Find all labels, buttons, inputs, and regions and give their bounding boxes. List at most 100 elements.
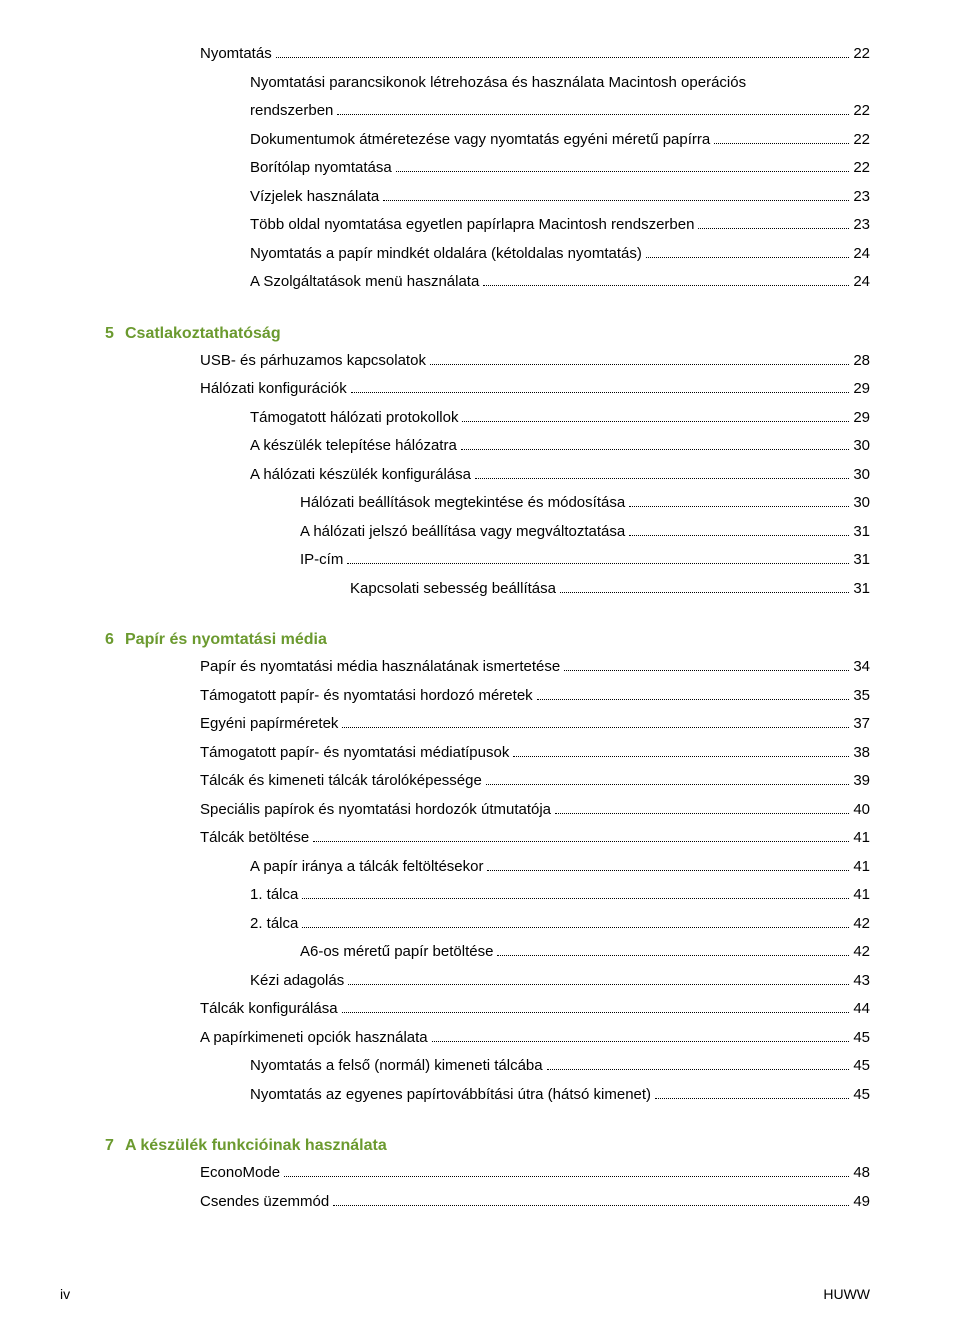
toc-entry[interactable]: 2. tálca42 xyxy=(250,910,870,939)
toc-entry[interactable]: A papírkimeneti opciók használata45 xyxy=(200,1024,870,1053)
toc-entry-label: A Szolgáltatások menü használata xyxy=(250,268,479,297)
toc-entry-page: 41 xyxy=(853,881,870,910)
toc-leader xyxy=(396,159,850,172)
toc-entry-page: 49 xyxy=(853,1188,870,1217)
toc-entry[interactable]: Nyomtatási parancsikonok létrehozása és … xyxy=(250,69,870,126)
toc-entry-label: Kézi adagolás xyxy=(250,967,344,996)
toc-entry-label: Nyomtatás az egyenes papírtovábbítási út… xyxy=(250,1081,651,1110)
toc-leader xyxy=(537,687,850,700)
toc-entry[interactable]: IP-cím31 xyxy=(300,546,870,575)
toc-entry[interactable]: A hálózati jelszó beállítása vagy megvál… xyxy=(300,518,870,547)
toc-leader xyxy=(564,658,849,671)
toc-entry[interactable]: Több oldal nyomtatása egyetlen papírlapr… xyxy=(250,211,870,240)
toc-entry[interactable]: Kézi adagolás 43 xyxy=(250,967,870,996)
toc-leader xyxy=(629,523,849,536)
toc-entry-page: 41 xyxy=(853,824,870,853)
toc-entry-page: 35 xyxy=(853,682,870,711)
toc-entry-page: 43 xyxy=(853,967,870,996)
toc-leader xyxy=(555,801,849,814)
toc-entry[interactable]: A papír iránya a tálcák feltöltésekor 41 xyxy=(250,853,870,882)
toc-entry-label: Nyomtatás xyxy=(200,40,272,69)
toc-entry[interactable]: Támogatott papír- és nyomtatási hordozó … xyxy=(200,682,870,711)
toc-entry-page: 30 xyxy=(853,489,870,518)
toc-entry-label: Támogatott hálózati protokollok xyxy=(250,404,458,433)
toc-entry-page: 44 xyxy=(853,995,870,1024)
toc-entry-page: 31 xyxy=(853,575,870,604)
toc-leader xyxy=(629,494,849,507)
toc-entry[interactable]: A hálózati készülék konfigurálása30 xyxy=(250,461,870,490)
toc-continuation: Nyomtatás22Nyomtatási parancsikonok létr… xyxy=(60,40,870,297)
toc-entry[interactable]: A6-os méretű papír betöltése 42 xyxy=(300,938,870,967)
toc-entry[interactable]: Papír és nyomtatási média használatának … xyxy=(200,653,870,682)
toc-entry-label: Nyomtatás a felső (normál) kimeneti tálc… xyxy=(250,1052,543,1081)
toc-entry[interactable]: Csendes üzemmód 49 xyxy=(200,1188,870,1217)
toc-entry-page: 24 xyxy=(853,268,870,297)
toc-leader xyxy=(655,1086,849,1099)
toc-entry[interactable]: Hálózati beállítások megtekintése és mód… xyxy=(300,489,870,518)
toc-entry[interactable]: Tálcák és kimeneti tálcák tárolóképesség… xyxy=(200,767,870,796)
toc-entry-label: rendszerben xyxy=(250,97,333,126)
toc-entry-label: Tálcák és kimeneti tálcák tárolóképesség… xyxy=(200,767,482,796)
toc-entry-label: Hálózati beállítások megtekintése és mód… xyxy=(300,489,625,518)
toc-entry-label: A hálózati jelszó beállítása vagy megvál… xyxy=(300,518,625,547)
toc-entry-label: A papír iránya a tálcák feltöltésekor xyxy=(250,853,483,882)
toc-entry-label: Speciális papírok és nyomtatási hordozók… xyxy=(200,796,551,825)
toc-leader xyxy=(432,1029,850,1042)
toc-entry[interactable]: Dokumentumok átméretezése vagy nyomtatás… xyxy=(250,126,870,155)
toc-entry-page: 34 xyxy=(853,653,870,682)
toc-entry-page: 29 xyxy=(853,375,870,404)
toc-entry-label: Papír és nyomtatási média használatának … xyxy=(200,653,560,682)
toc-leader xyxy=(646,245,849,258)
toc-leader xyxy=(430,352,849,365)
toc-entry-page: 37 xyxy=(853,710,870,739)
toc-entry-page: 48 xyxy=(853,1159,870,1188)
toc-entry[interactable]: A készülék telepítése hálózatra30 xyxy=(250,432,870,461)
toc-entry[interactable]: A Szolgáltatások menü használata 24 xyxy=(250,268,870,297)
toc-entry-page: 42 xyxy=(853,938,870,967)
toc-entry-label: Tálcák konfigurálása xyxy=(200,995,338,1024)
toc-leader xyxy=(486,772,850,785)
toc-entry[interactable]: USB- és párhuzamos kapcsolatok28 xyxy=(200,347,870,376)
toc-entry[interactable]: Nyomtatás a felső (normál) kimeneti tálc… xyxy=(250,1052,870,1081)
toc-entry[interactable]: EconoMode48 xyxy=(200,1159,870,1188)
toc-entry[interactable]: 1. tálca41 xyxy=(250,881,870,910)
toc-entry-label: Egyéni papírméretek xyxy=(200,710,338,739)
toc-entry-page: 41 xyxy=(853,853,870,882)
toc-entry[interactable]: Nyomtatás22 xyxy=(200,40,870,69)
toc-entry-label: A6-os méretű papír betöltése xyxy=(300,938,493,967)
toc-chapter: 6Papír és nyomtatási médiaPapír és nyomt… xyxy=(60,631,870,1109)
toc-entry[interactable]: Speciális papírok és nyomtatási hordozók… xyxy=(200,796,870,825)
toc-leader xyxy=(348,972,849,985)
toc-leader xyxy=(302,915,849,928)
toc-entry[interactable]: Tálcák betöltése41 xyxy=(200,824,870,853)
chapter-title[interactable]: 5Csatlakoztathatóság xyxy=(105,325,870,343)
toc-entry-page: 23 xyxy=(853,183,870,212)
toc-leader xyxy=(284,1164,849,1177)
footer-page-number: iv xyxy=(60,1286,70,1302)
toc-entry-label: Kapcsolati sebesség beállítása xyxy=(350,575,556,604)
chapter-number: 5 xyxy=(105,325,125,343)
toc-entry-page: 29 xyxy=(853,404,870,433)
toc-entry-label: Több oldal nyomtatása egyetlen papírlapr… xyxy=(250,211,694,240)
toc-entry-page: 39 xyxy=(853,767,870,796)
toc-chapter: 5Csatlakoztathatóság USB- és párhuzamos k… xyxy=(60,325,870,604)
toc-entry[interactable]: Vízjelek használata23 xyxy=(250,183,870,212)
toc-entry-page: 28 xyxy=(853,347,870,376)
chapter-title[interactable]: 6Papír és nyomtatási média xyxy=(105,631,870,649)
toc-entry[interactable]: Támogatott hálózati protokollok 29 xyxy=(250,404,870,433)
toc-entry[interactable]: Kapcsolati sebesség beállítása 31 xyxy=(350,575,870,604)
chapter-title[interactable]: 7A készülék funkcióinak használata xyxy=(105,1137,870,1155)
toc-entry[interactable]: Borítólap nyomtatása22 xyxy=(250,154,870,183)
toc-entry-page: 31 xyxy=(853,518,870,547)
toc-entry-label: Csendes üzemmód xyxy=(200,1188,329,1217)
toc-entry[interactable]: Hálózati konfigurációk29 xyxy=(200,375,870,404)
chapter-title-text: A készülék funkcióinak használata xyxy=(125,1137,387,1155)
toc-entry[interactable]: Egyéni papírméretek 37 xyxy=(200,710,870,739)
toc-leader xyxy=(342,1000,850,1013)
toc-entry-label: Borítólap nyomtatása xyxy=(250,154,392,183)
toc-entry[interactable]: Tálcák konfigurálása 44 xyxy=(200,995,870,1024)
toc-entry[interactable]: Támogatott papír- és nyomtatási médiatíp… xyxy=(200,739,870,768)
chapter-title-text: Papír és nyomtatási média xyxy=(125,631,327,649)
toc-entry[interactable]: Nyomtatás a papír mindkét oldalára (kéto… xyxy=(250,240,870,269)
toc-entry[interactable]: Nyomtatás az egyenes papírtovábbítási út… xyxy=(250,1081,870,1110)
